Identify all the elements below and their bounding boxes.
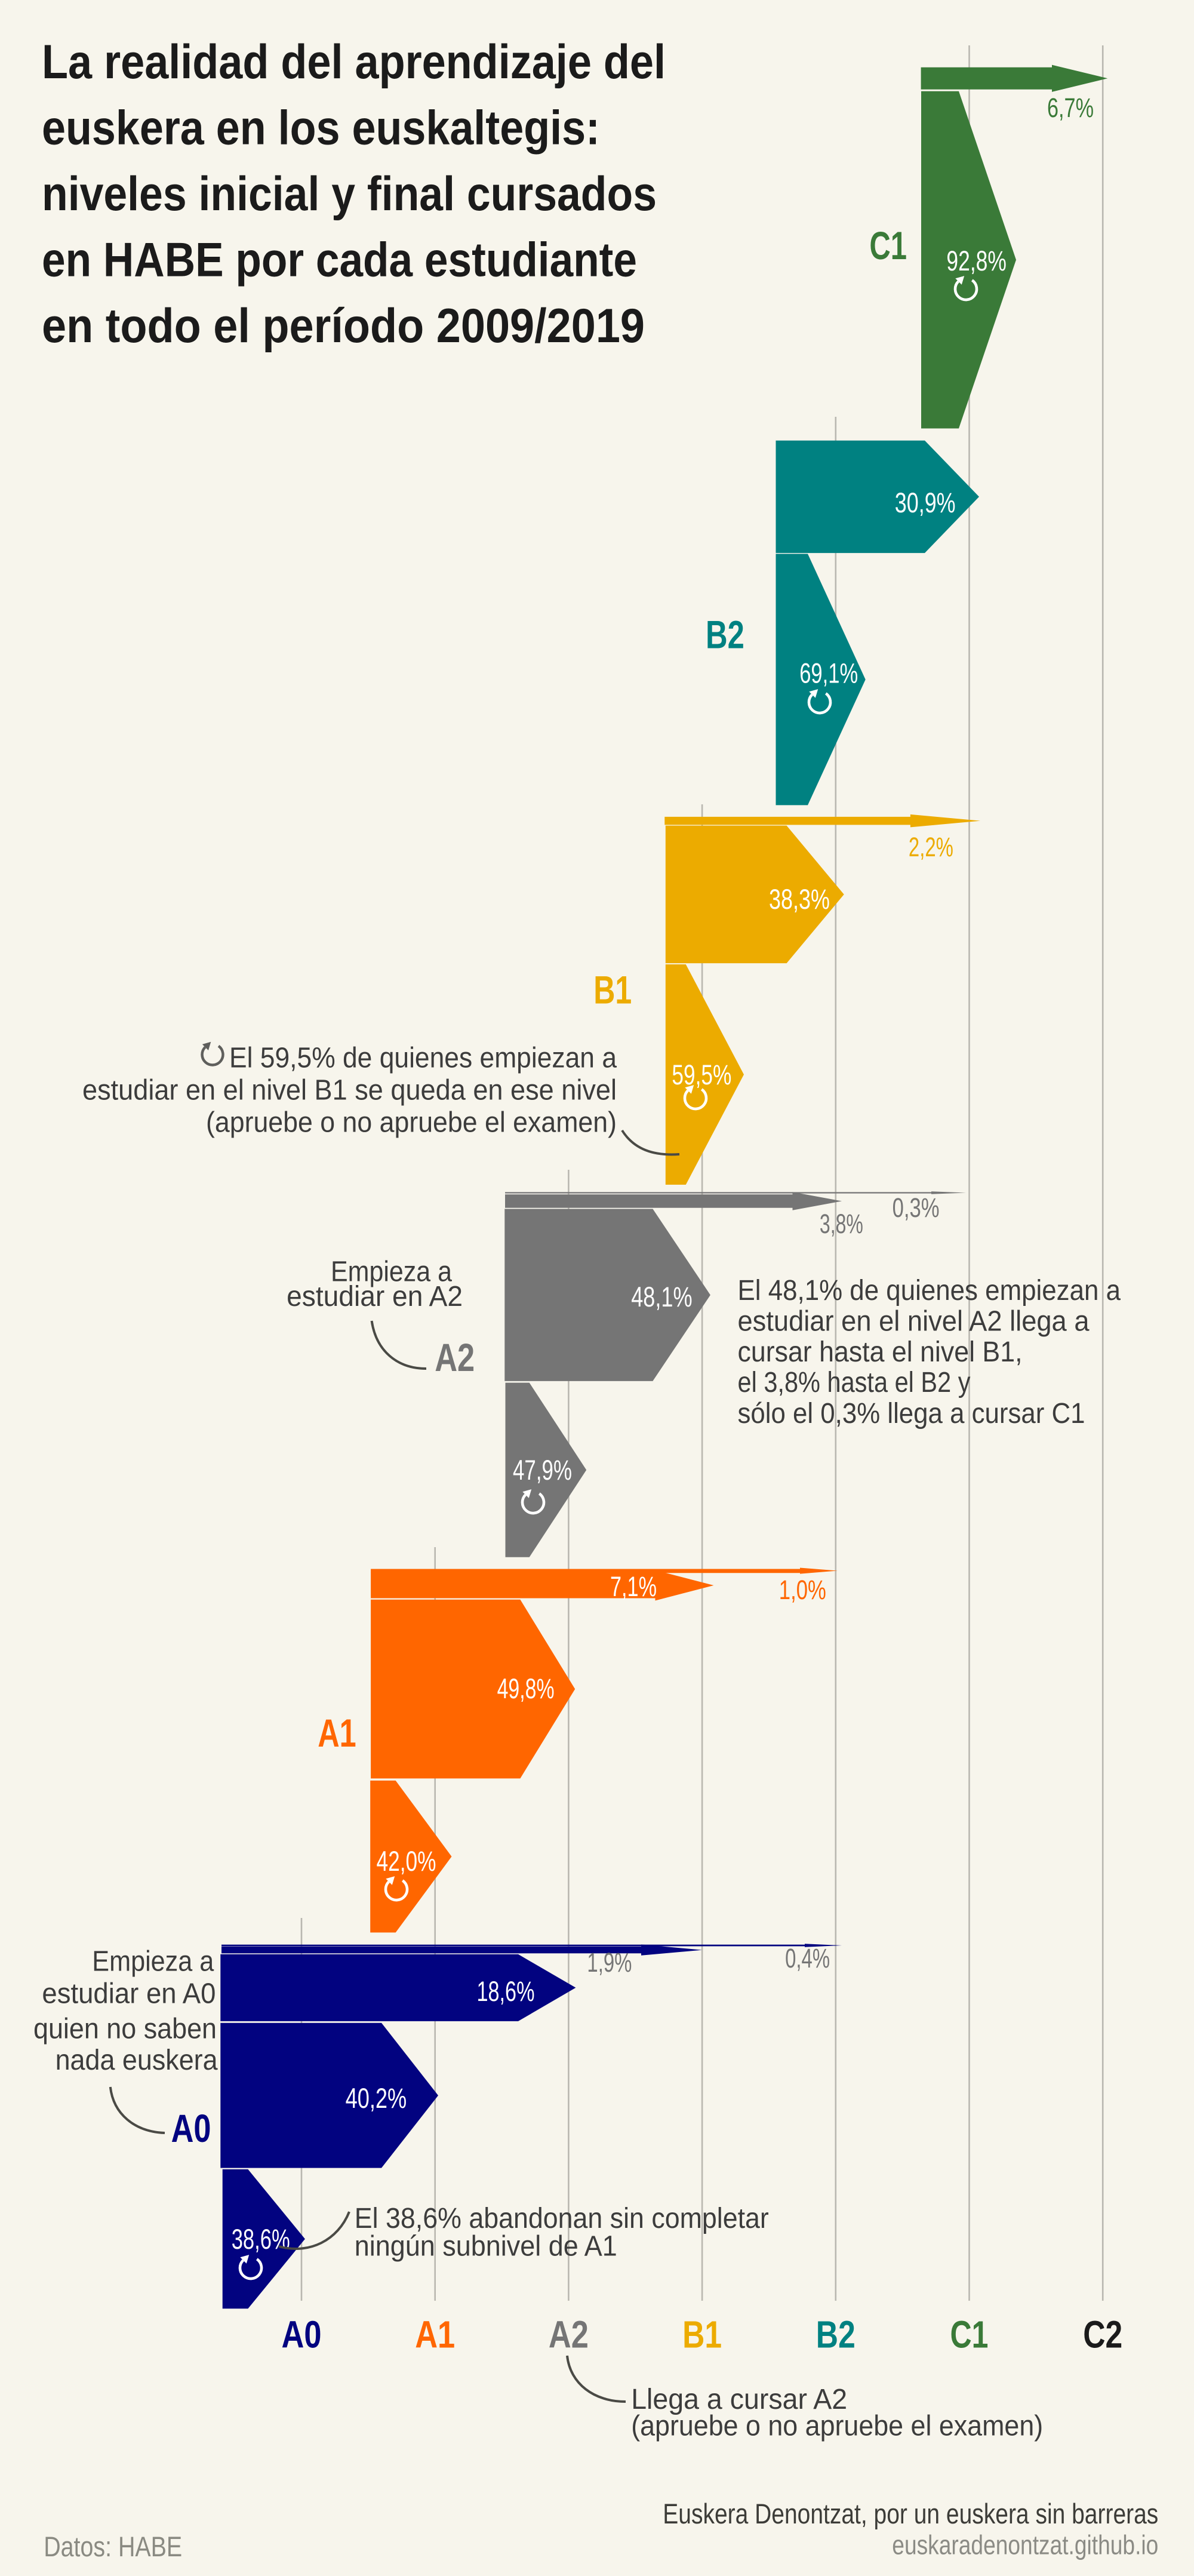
svg-text:1,9%: 1,9% [587, 1947, 632, 1978]
svg-text:3,8%: 3,8% [820, 1209, 863, 1239]
svg-text:en todo el período 2009/2019: en todo el período 2009/2019 [42, 299, 645, 353]
svg-text:La realidad del aprendizaje de: La realidad del aprendizaje del [42, 35, 666, 89]
svg-text:euskaradenontzat.github.io: euskaradenontzat.github.io [892, 2530, 1158, 2560]
svg-text:59,5%: 59,5% [672, 1059, 731, 1090]
svg-text:El 59,5% de quienes empiezan a: El 59,5% de quienes empiezan a [229, 1042, 617, 1074]
svg-text:A0: A0 [171, 2106, 211, 2150]
svg-text:Euskera Denontzat, por un eusk: Euskera Denontzat, por un euskera sin ba… [663, 2498, 1158, 2529]
svg-text:en HABE por cada estudiante: en HABE por cada estudiante [42, 233, 637, 287]
svg-text:el 3,8% hasta el B2 y: el 3,8% hasta el B2 y [738, 1367, 971, 1398]
svg-text:estudiar en A0: estudiar en A0 [42, 1978, 216, 2010]
svg-text:Llega a cursar A2: Llega a cursar A2 [631, 2384, 847, 2415]
svg-text:B2: B2 [816, 2313, 856, 2356]
svg-text:sólo el 0,3% llega a cursar C1: sólo el 0,3% llega a cursar C1 [738, 1398, 1085, 1430]
svg-text:cursar hasta el nivel B1,: cursar hasta el nivel B1, [738, 1336, 1023, 1368]
svg-text:niveles inicial y final cursad: niveles inicial y final cursados [42, 167, 657, 221]
svg-text:30,9%: 30,9% [895, 487, 956, 518]
svg-text:48,1%: 48,1% [631, 1281, 693, 1312]
svg-text:quien no saben: quien no saben [33, 2013, 217, 2045]
svg-text:38,3%: 38,3% [769, 883, 830, 915]
svg-text:47,9%: 47,9% [513, 1454, 572, 1486]
svg-text:El 48,1% de quienes empiezan a: El 48,1% de quienes empiezan a [738, 1275, 1121, 1307]
svg-text:C2: C2 [1083, 2313, 1122, 2356]
svg-text:A2: A2 [435, 1335, 475, 1379]
svg-text:0,4%: 0,4% [785, 1943, 830, 1974]
svg-text:18,6%: 18,6% [477, 1975, 535, 2007]
svg-text:A0: A0 [282, 2313, 322, 2356]
svg-text:El 38,6% abandonan sin complet: El 38,6% abandonan sin completar [355, 2203, 769, 2234]
svg-text:B1: B1 [682, 2313, 722, 2356]
svg-text:B2: B2 [706, 613, 744, 657]
svg-text:C1: C1 [950, 2313, 989, 2356]
svg-text:69,1%: 69,1% [799, 657, 858, 689]
svg-text:estudiar en A2: estudiar en A2 [287, 1281, 463, 1312]
svg-text:(apruebe o no apruebe el exame: (apruebe o no apruebe el examen) [631, 2411, 1043, 2442]
svg-text:euskera en los euskaltegis:: euskera en los euskaltegis: [42, 102, 600, 155]
svg-text:A1: A1 [415, 2313, 455, 2356]
svg-text:A1: A1 [318, 1711, 356, 1755]
svg-text:38,6%: 38,6% [232, 2223, 290, 2255]
svg-text:40,2%: 40,2% [346, 2082, 407, 2114]
svg-text:92,8%: 92,8% [946, 245, 1007, 276]
svg-text:0,3%: 0,3% [893, 1192, 940, 1223]
svg-text:estudiar en el nivel B1 se que: estudiar en el nivel B1 se queda en ese … [82, 1074, 617, 1106]
svg-text:Empieza a: Empieza a [92, 1946, 214, 1978]
svg-text:42,0%: 42,0% [377, 1845, 436, 1877]
svg-text:49,8%: 49,8% [497, 1673, 555, 1704]
svg-text:Empieza a: Empieza a [331, 1256, 452, 1287]
svg-text:6,7%: 6,7% [1047, 93, 1094, 123]
svg-text:ningún subnivel de A1: ningún subnivel de A1 [355, 2230, 617, 2262]
svg-text:Datos: HABE: Datos: HABE [44, 2531, 182, 2562]
svg-text:2,2%: 2,2% [909, 832, 953, 862]
svg-text:C1: C1 [869, 223, 907, 268]
svg-text:A2: A2 [549, 2313, 589, 2356]
svg-text:1,0%: 1,0% [779, 1575, 826, 1605]
svg-text:7,1%: 7,1% [610, 1570, 657, 1602]
svg-text:B1: B1 [593, 968, 632, 1012]
svg-text:(apruebe o no apruebe el exame: (apruebe o no apruebe el examen) [206, 1107, 617, 1139]
svg-text:estudiar en el nivel A2 llega: estudiar en el nivel A2 llega a [738, 1306, 1090, 1338]
svg-text:nada euskera: nada euskera [56, 2045, 218, 2076]
